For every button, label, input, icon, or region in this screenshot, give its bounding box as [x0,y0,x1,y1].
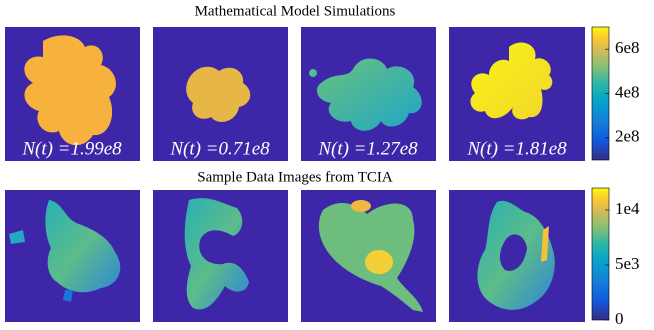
row-title: Mathematical Model Simulations [195,3,396,19]
panel-caption: N(t) =0.71e8 [169,138,270,159]
colorbar-tick-label: 2e8 [615,127,640,146]
colorbar [591,187,610,321]
image-panel [449,190,585,322]
panel-caption: N(t) =1.27e8 [317,138,418,159]
row-title: Sample Data Images from TCIA [197,169,393,185]
colorbar-tick-label: 0 [615,309,624,328]
panel-caption: N(t) =1.81e8 [466,138,567,159]
panel-caption: N(t) =1.99e8 [21,138,122,159]
image-panel [5,27,140,161]
image-panel [449,27,585,161]
image-panel [301,190,436,322]
annotations: N(t) =1.99e8 N(t) =0.71e8 N(t) =1.27e8 N(t)… [21,38,640,328]
image-panel [153,27,288,161]
image-panel [153,190,288,322]
colorbar-tick-label: 4e8 [615,82,640,101]
colorbar-tick-label: 5e3 [615,254,640,273]
colorbar-tick-label: 6e8 [615,38,640,57]
image-panel [301,27,436,161]
colorbar-tick-label: 1e4 [615,199,640,218]
image-panel [5,190,140,322]
